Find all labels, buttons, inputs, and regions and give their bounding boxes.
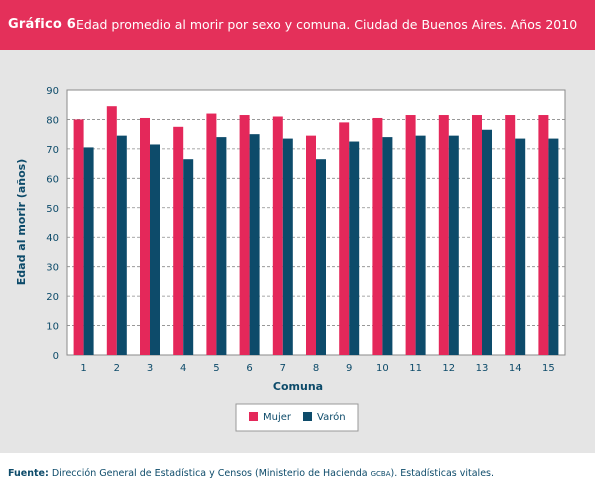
bar-mujer-15 [538, 115, 549, 356]
x-tick-label: 10 [376, 363, 389, 374]
source-note: Fuente: Dirección General de Estadística… [8, 468, 494, 479]
bar-mujer-11 [405, 115, 416, 356]
x-tick-label: 15 [542, 363, 555, 374]
bar-varon-13 [482, 129, 492, 355]
y-tick-labels: 0 10 20 30 40 50 60 70 80 90 [46, 86, 59, 362]
bar-varon-10 [382, 137, 393, 355]
bar-varon-9 [349, 141, 360, 355]
chart-title: Edad promedio al morir por sexo y comuna… [76, 17, 578, 32]
x-tick-label: 4 [180, 363, 186, 374]
legend-label-mujer: Mujer [263, 412, 292, 423]
y-tick-label: 90 [46, 86, 59, 97]
y-tick-label: 20 [46, 292, 59, 303]
bar-varon-12 [448, 135, 459, 355]
x-tick-label: 3 [147, 363, 153, 374]
x-tick-label: 8 [313, 363, 319, 374]
bar-mujer-10 [372, 117, 383, 355]
x-axis-label: Comuna [273, 380, 323, 393]
bars [73, 106, 559, 356]
bar-mujer-13 [472, 115, 482, 356]
source-small: GCBA [370, 470, 391, 478]
x-tick-label: 14 [509, 363, 522, 374]
source-label: Fuente: [8, 468, 49, 479]
bar-mujer-4 [173, 126, 184, 355]
y-tick-label: 30 [46, 263, 59, 274]
y-tick-label: 60 [46, 174, 59, 185]
y-tick-label: 40 [46, 233, 59, 244]
figure-label: Gráfico 6 [8, 17, 76, 32]
x-tick-label: 11 [409, 363, 422, 374]
x-tick-label: 6 [246, 363, 252, 374]
bar-varon-4 [183, 159, 194, 355]
legend-label-varon: Varón [317, 411, 346, 423]
bar-mujer-1 [73, 119, 84, 355]
legend: Mujer Varón [235, 403, 359, 432]
bar-varon-7 [282, 138, 293, 355]
x-tick-labels: 1 2 3 4 5 6 7 8 9 10 11 12 13 14 15 [80, 363, 554, 374]
chart-header: Gráfico 6 Edad promedio al morir por sex… [0, 0, 595, 50]
y-tick-label: 0 [53, 351, 59, 362]
bar-varon-3 [150, 144, 160, 355]
y-tick-label: 10 [46, 322, 59, 333]
bar-mujer-8 [306, 135, 316, 355]
x-tick-label: 9 [346, 363, 352, 374]
bar-varon-5 [216, 137, 227, 355]
bar-varon-15 [548, 138, 559, 355]
bar-mujer-5 [206, 113, 217, 355]
legend-swatch-varon [303, 412, 312, 421]
x-tick-label: 1 [80, 363, 86, 374]
bar-varon-14 [515, 138, 526, 355]
y-tick-label: 50 [46, 204, 59, 215]
bar-mujer-2 [106, 106, 117, 355]
x-tick-label: 13 [476, 363, 489, 374]
y-tick-label: 70 [46, 145, 59, 156]
legend-swatch-mujer [249, 412, 258, 421]
y-tick-label: 80 [46, 115, 59, 126]
bar-varon-1 [83, 147, 94, 355]
source-text: Dirección General de Estadística y Censo… [51, 468, 368, 479]
bar-mujer-12 [438, 115, 449, 356]
y-axis-label: Edad al morir (años) [15, 159, 28, 285]
bar-varon-11 [415, 135, 426, 355]
x-tick-label: 5 [213, 363, 219, 374]
bar-mujer-14 [505, 115, 516, 356]
x-tick-label: 2 [114, 363, 120, 374]
bar-mujer-6 [239, 115, 250, 356]
bar-varon-2 [116, 135, 127, 355]
bar-mujer-9 [339, 122, 350, 355]
bar-mujer-3 [140, 117, 150, 355]
bar-varon-8 [316, 159, 326, 355]
footer: Fuente: Dirección General de Estadística… [0, 453, 595, 491]
source-tail: ). Estadísticas vitales. [390, 468, 495, 479]
x-tick-label: 12 [442, 363, 455, 374]
bar-varon-6 [249, 134, 260, 355]
bar-mujer-7 [272, 116, 283, 355]
chart-panel: 0 10 20 30 40 50 60 70 80 90 1 2 3 4 5 6 7 8 9 10 11 12 13 14 1… [0, 50, 595, 453]
x-tick-label: 7 [280, 363, 286, 374]
